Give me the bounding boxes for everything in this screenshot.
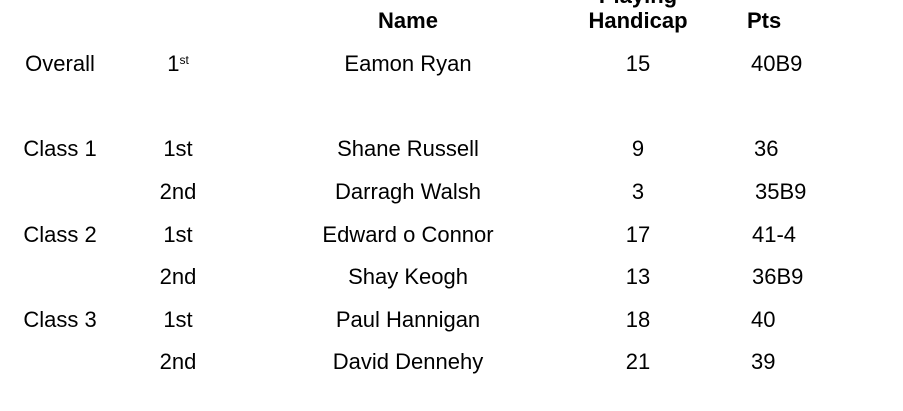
- place: 1st: [163, 307, 193, 332]
- place: 1st: [163, 222, 193, 247]
- overall-handicap: 15: [625, 51, 651, 76]
- place: 2nd: [159, 179, 197, 204]
- overall-pts: 40B9: [751, 51, 803, 76]
- handicap: 3: [631, 179, 645, 204]
- player-name: Edward o Connor: [322, 222, 494, 247]
- handicap: 18: [625, 307, 651, 332]
- player-name: Shay Keogh: [348, 264, 468, 289]
- overall-name: Eamon Ryan: [344, 51, 472, 76]
- overall-label: Overall: [25, 51, 95, 76]
- class-label: Class 3: [23, 307, 97, 332]
- pts: 36: [754, 136, 779, 161]
- class-label: Class 2: [23, 222, 97, 247]
- player-name: Darragh Walsh: [335, 179, 481, 204]
- handicap: 13: [625, 264, 651, 289]
- place: 1st: [163, 136, 193, 161]
- pts: 35B9: [755, 179, 807, 204]
- pts: 40: [751, 307, 776, 332]
- pts: 39: [751, 349, 776, 374]
- overall-place: 1st: [167, 51, 189, 76]
- handicap: 17: [625, 222, 651, 247]
- player-name: Paul Hannigan: [335, 307, 481, 332]
- header-pts: Pts: [747, 8, 782, 33]
- pts: 41-4: [752, 222, 797, 247]
- class-label: Class 1: [23, 136, 97, 161]
- place: 2nd: [159, 264, 197, 289]
- handicap: 21: [625, 349, 651, 374]
- handicap: 9: [631, 136, 645, 161]
- player-name: David Dennehy: [332, 349, 484, 374]
- place: 2nd: [159, 349, 197, 374]
- pts: 36B9: [752, 264, 804, 289]
- player-name: Shane Russell: [337, 136, 479, 161]
- header-name: Name: [378, 8, 438, 33]
- header-playing: Playing: [599, 0, 677, 9]
- header-handicap: Handicap: [588, 8, 688, 33]
